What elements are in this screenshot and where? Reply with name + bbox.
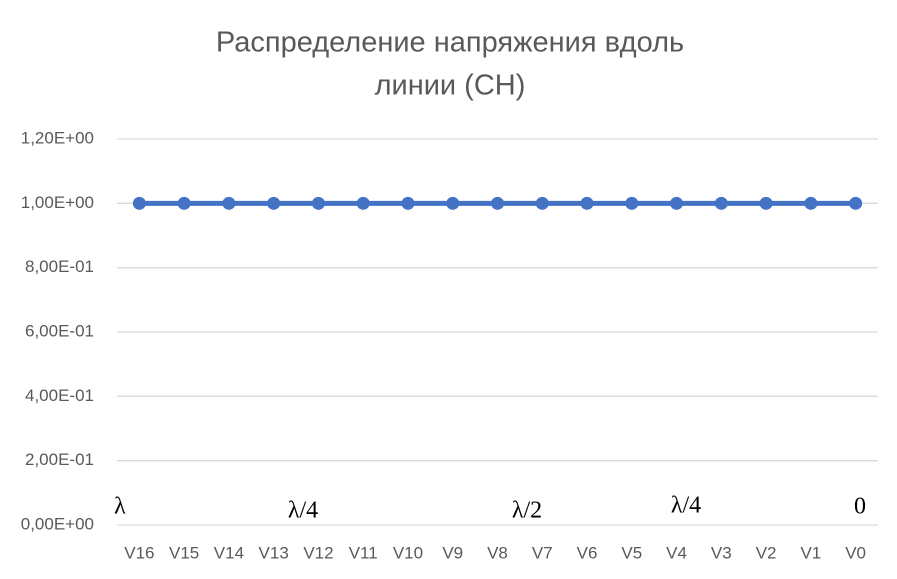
annotation: λ/2 (512, 498, 542, 524)
y-tick-label: 8,00E-01 (25, 257, 94, 276)
annotation: 0 (854, 494, 866, 520)
y-tick-label: 2,00E-01 (25, 450, 94, 469)
x-tick-label: V4 (666, 543, 687, 562)
point-marker (446, 196, 460, 210)
x-tick-label: V2 (756, 543, 777, 562)
point-marker (714, 196, 728, 210)
point-marker (804, 196, 818, 210)
chart-title: линии (СН) (375, 70, 526, 102)
point-marker (132, 196, 146, 210)
point-marker (356, 196, 370, 210)
x-tick-label: V15 (169, 543, 199, 562)
y-tick-label: 6,00E-01 (25, 321, 94, 340)
point-marker (401, 196, 415, 210)
point-marker (759, 196, 773, 210)
point-marker (535, 196, 549, 210)
x-tick-label: V1 (800, 543, 821, 562)
point-marker (267, 196, 281, 210)
x-tick-label: V8 (487, 543, 508, 562)
x-tick-label: V0 (845, 543, 866, 562)
y-tick-label: 1,00E+00 (21, 193, 94, 212)
x-tick-label: V7 (532, 543, 553, 562)
point-marker (222, 196, 236, 210)
x-tick-label: V5 (621, 543, 642, 562)
y-tick-label: 1,20E+00 (21, 128, 94, 147)
y-tick-label: 0,00E+00 (21, 514, 94, 533)
x-tick-label: V11 (349, 543, 378, 562)
annotation: λ/4 (671, 493, 701, 519)
annotation: λ/4 (288, 498, 318, 524)
y-tick-label: 4,00E-01 (25, 386, 94, 405)
point-marker (670, 196, 684, 210)
point-marker (311, 196, 325, 210)
x-tick-label: V10 (393, 543, 423, 562)
annotation: λ (114, 494, 126, 520)
x-tick-label: V3 (711, 543, 732, 562)
x-tick-label: V16 (124, 543, 154, 562)
x-tick-label: V12 (303, 543, 333, 562)
x-tick-label: V13 (259, 543, 289, 562)
chart-title: Распределение напряжения вдоль (216, 27, 684, 59)
point-marker (849, 196, 863, 210)
point-marker (177, 196, 191, 210)
point-marker (491, 196, 504, 210)
x-tick-label: V14 (214, 543, 244, 562)
x-tick-label: V9 (442, 543, 463, 562)
x-tick-label: V6 (577, 543, 598, 562)
point-marker (580, 196, 594, 210)
point-marker (625, 196, 639, 210)
